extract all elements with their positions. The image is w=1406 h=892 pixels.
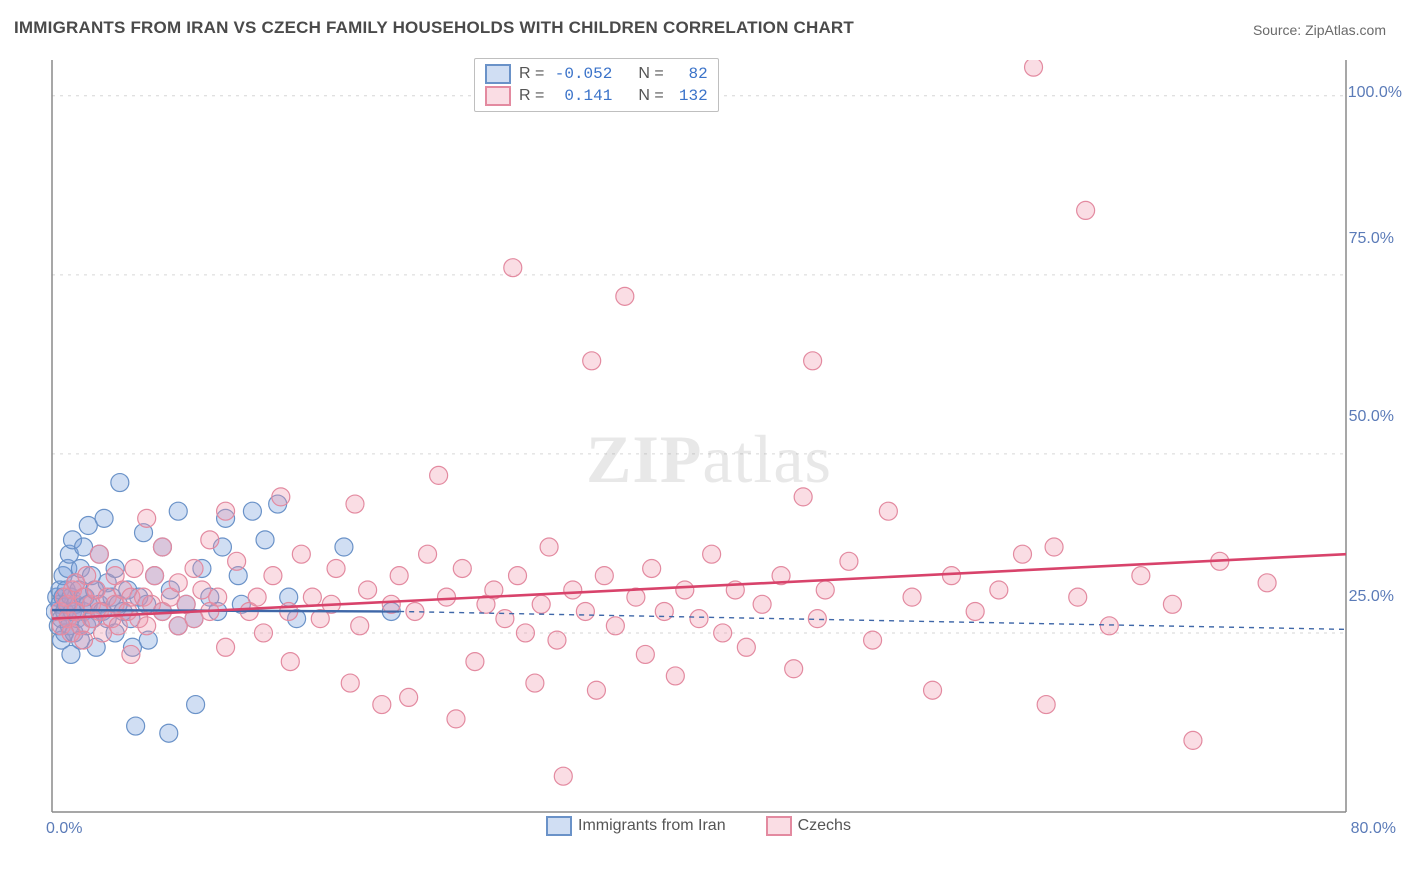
series-legend-label: Immigrants from Iran xyxy=(578,817,726,835)
r-label: R = xyxy=(519,87,544,105)
legend-swatch-iran xyxy=(546,816,572,836)
y-tick-label: 50.0% xyxy=(1349,408,1394,426)
series-legend-label: Czechs xyxy=(798,817,851,835)
n-value: 82 xyxy=(672,65,708,83)
legend-swatch-iran xyxy=(485,64,511,84)
r-label: R = xyxy=(519,65,544,83)
stats-legend-row: R = 0.141 N = 132 xyxy=(485,85,708,107)
y-tick-label: 75.0% xyxy=(1349,230,1394,248)
r-value: -0.052 xyxy=(552,65,612,83)
scatter-plot xyxy=(46,60,1376,840)
x-tick-label: 0.0% xyxy=(46,820,82,838)
x-tick-label: 80.0% xyxy=(1351,820,1396,838)
y-tick-label: 100.0% xyxy=(1348,84,1402,102)
source-label: Source: xyxy=(1253,22,1301,38)
legend-swatch-czech xyxy=(766,816,792,836)
stats-legend: R = -0.052 N = 82 R = 0.141 N = 132 xyxy=(474,58,719,112)
chart-title: IMMIGRANTS FROM IRAN VS CZECH FAMILY HOU… xyxy=(14,18,854,38)
source-attribution: Source: ZipAtlas.com xyxy=(1253,22,1386,38)
chart-container: Family Households with Children ZIPatlas… xyxy=(46,60,1376,840)
stats-legend-row: R = -0.052 N = 82 xyxy=(485,63,708,85)
y-tick-label: 25.0% xyxy=(1349,588,1394,606)
series-legend: Immigrants from Iran Czechs xyxy=(546,816,851,836)
source-name: ZipAtlas.com xyxy=(1305,22,1386,38)
legend-swatch-czech xyxy=(485,86,511,106)
n-label: N = xyxy=(638,65,663,83)
r-value: 0.141 xyxy=(552,87,612,105)
n-value: 132 xyxy=(672,87,708,105)
n-label: N = xyxy=(638,87,663,105)
